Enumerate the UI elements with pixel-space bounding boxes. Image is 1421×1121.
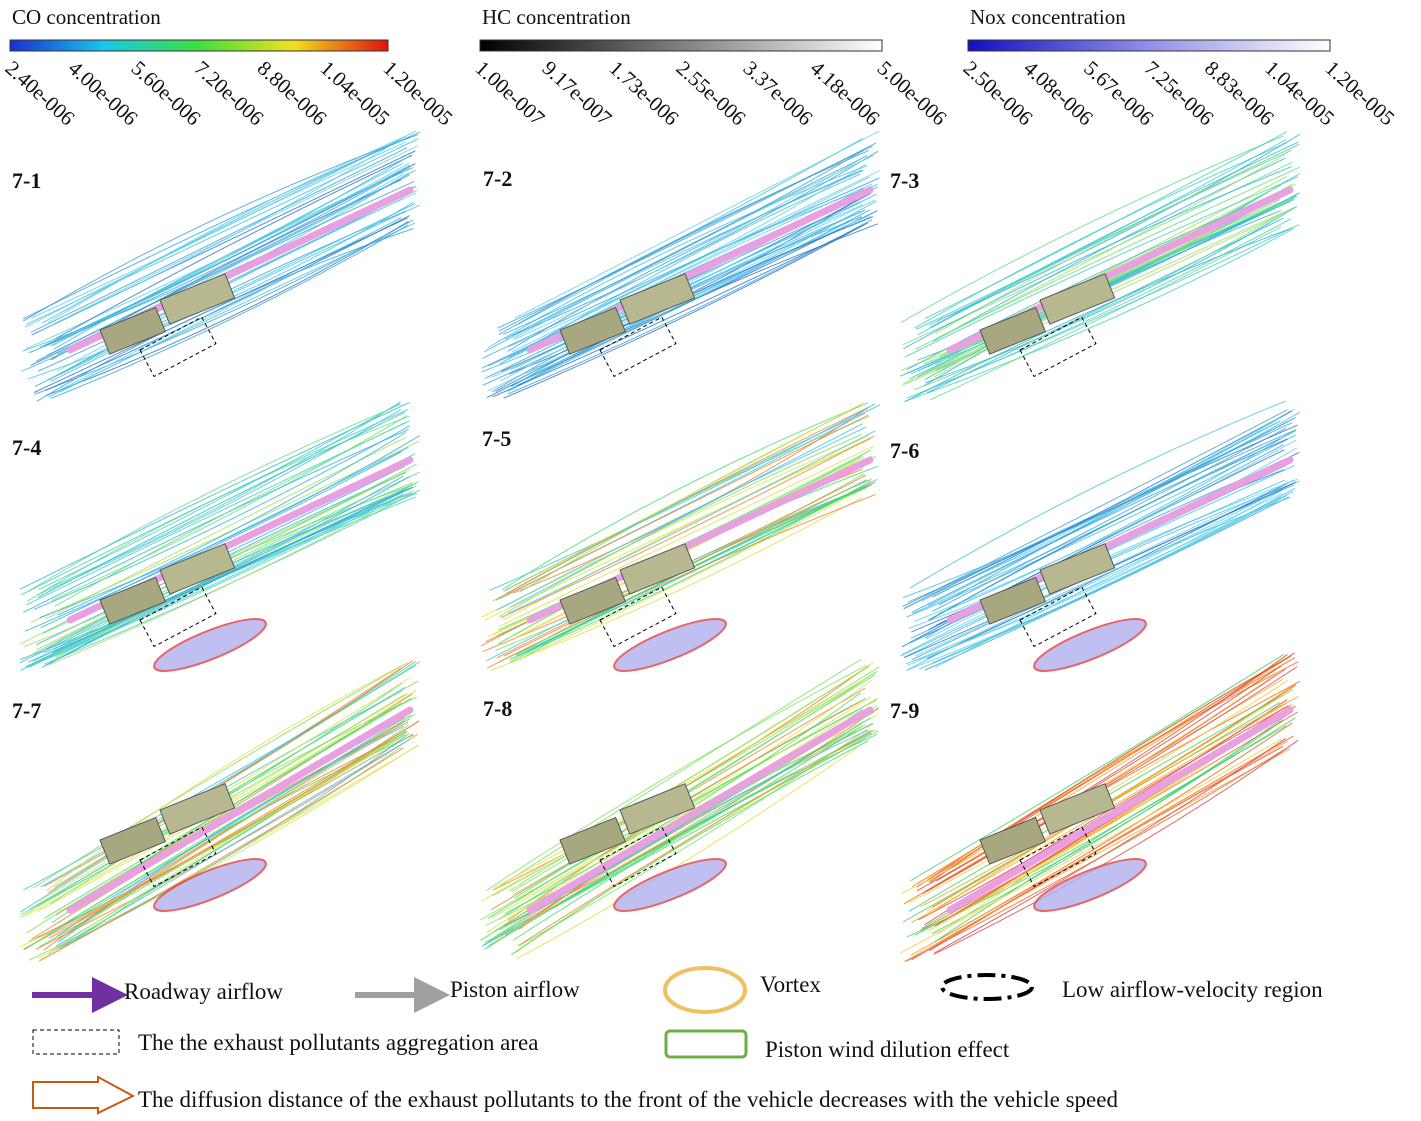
- streamline: [927, 218, 1283, 393]
- streamline: [916, 167, 1300, 349]
- panel: 7-4: [12, 402, 420, 681]
- colorbar-tick-label: 7.20e-006: [190, 56, 269, 130]
- colorbar-tick-label: 1.20e-005: [379, 56, 458, 130]
- panel: 7-1: [12, 131, 420, 401]
- panel: 7-9: [890, 653, 1300, 962]
- streamline: [44, 660, 413, 886]
- streamline: [36, 734, 418, 949]
- panel-label: 7-2: [483, 166, 512, 191]
- streamline: [501, 659, 861, 885]
- legend-label: Piston airflow: [450, 977, 580, 1002]
- diffusion-symbol: [33, 1077, 133, 1113]
- streamline: [939, 723, 1292, 940]
- panel-label: 7-3: [890, 168, 919, 193]
- colorbar-title: Nox concentration: [970, 5, 1126, 29]
- streamline: [499, 450, 871, 630]
- colorbar: [480, 40, 882, 51]
- colorbar-tick-label: 1.73e-006: [605, 56, 684, 130]
- colorbar-tick-label: 5.60e-006: [127, 56, 206, 130]
- colorbar-tick-label: 5.00e-006: [873, 56, 952, 130]
- panel: 7-7: [12, 660, 420, 961]
- streamline: [31, 441, 419, 622]
- panel-label: 7-6: [890, 438, 919, 463]
- streamline: [503, 439, 869, 621]
- streamline: [904, 167, 1292, 349]
- colorbar-tick-label: 2.40e-006: [1, 56, 80, 130]
- panel: 7-2: [481, 131, 879, 398]
- colorbars: CO concentration 2.40e-0064.00e-0065.60e-…: [1, 5, 1400, 130]
- legend-label: Piston wind dilution effect: [765, 1037, 1010, 1062]
- colorbar-tick-label: 1.00e-007: [471, 56, 550, 130]
- colorbar-tick-label: 2.55e-006: [672, 56, 751, 130]
- legend-label: Roadway airflow: [124, 979, 283, 1004]
- streamline: [60, 155, 412, 339]
- colorbar-tick-label: 3.37e-006: [739, 56, 818, 130]
- streamline: [484, 734, 877, 949]
- panel: 7-3: [890, 132, 1300, 402]
- figure: CO concentration 2.40e-0064.00e-0065.60e-…: [0, 0, 1421, 1121]
- colorbar-tick-label: 8.80e-006: [253, 56, 332, 130]
- colorbar-tick-label: 4.00e-006: [64, 56, 143, 130]
- panel: 7-5: [481, 403, 880, 681]
- legend-label: Low airflow-velocity region: [1062, 977, 1323, 1002]
- streamline: [47, 175, 410, 356]
- streamline: [50, 205, 419, 381]
- legend-label: The the exhaust pollutants aggregation a…: [138, 1030, 538, 1055]
- panel-label: 7-7: [12, 698, 41, 723]
- panel-label: 7-1: [12, 168, 41, 193]
- streamline: [493, 665, 869, 890]
- streamline: [509, 666, 869, 891]
- legend-label: The diffusion distance of the exhaust po…: [138, 1087, 1118, 1112]
- streamline: [513, 724, 861, 941]
- colorbar-tick-label: 1.04e-005: [316, 56, 395, 130]
- legend-label: Vortex: [760, 972, 821, 997]
- streamline: [36, 181, 414, 361]
- colorbar-title: CO concentration: [12, 5, 161, 29]
- streamline: [934, 726, 1286, 942]
- streamline: [905, 177, 1298, 357]
- plume: [1029, 610, 1151, 681]
- plume: [609, 610, 731, 681]
- streamline: [512, 170, 880, 351]
- low-velocity-symbol: [942, 975, 1032, 999]
- panel-label: 7-5: [482, 426, 511, 451]
- colorbar-title: HC concentration: [482, 5, 631, 29]
- panel: 7-6: [890, 401, 1300, 680]
- panel-label: 7-8: [483, 696, 512, 721]
- colorbar-tick-label: 4.18e-006: [806, 56, 885, 130]
- panel-label: 7-9: [890, 698, 919, 723]
- legend: Roadway airflow Piston airflow Vortex Lo…: [32, 968, 1323, 1113]
- streamline: [484, 171, 863, 352]
- colorbar-tick-label: 9.17e-007: [538, 56, 617, 130]
- dilution-symbol: [666, 1031, 746, 1057]
- panel: 7-8: [480, 659, 879, 959]
- plume: [609, 850, 731, 921]
- streamline: [507, 217, 871, 392]
- panel-label: 7-4: [12, 435, 41, 460]
- streamline: [60, 724, 403, 941]
- streamline: [915, 440, 1297, 621]
- streamline: [481, 435, 870, 617]
- aggregation-symbol: [33, 1030, 119, 1054]
- streamline: [907, 224, 1299, 398]
- colorbar: [968, 40, 1330, 51]
- vortex-symbol: [665, 968, 745, 1012]
- streamline: [487, 666, 867, 891]
- streamline: [40, 436, 420, 618]
- panels: 7-1 7-2 7-3 7-4 7-5 7-6 7-7 7-8 7-9: [12, 131, 1300, 962]
- streamline: [499, 446, 874, 627]
- plume: [149, 610, 271, 681]
- colorbar: [10, 40, 388, 51]
- streamline: [917, 180, 1287, 360]
